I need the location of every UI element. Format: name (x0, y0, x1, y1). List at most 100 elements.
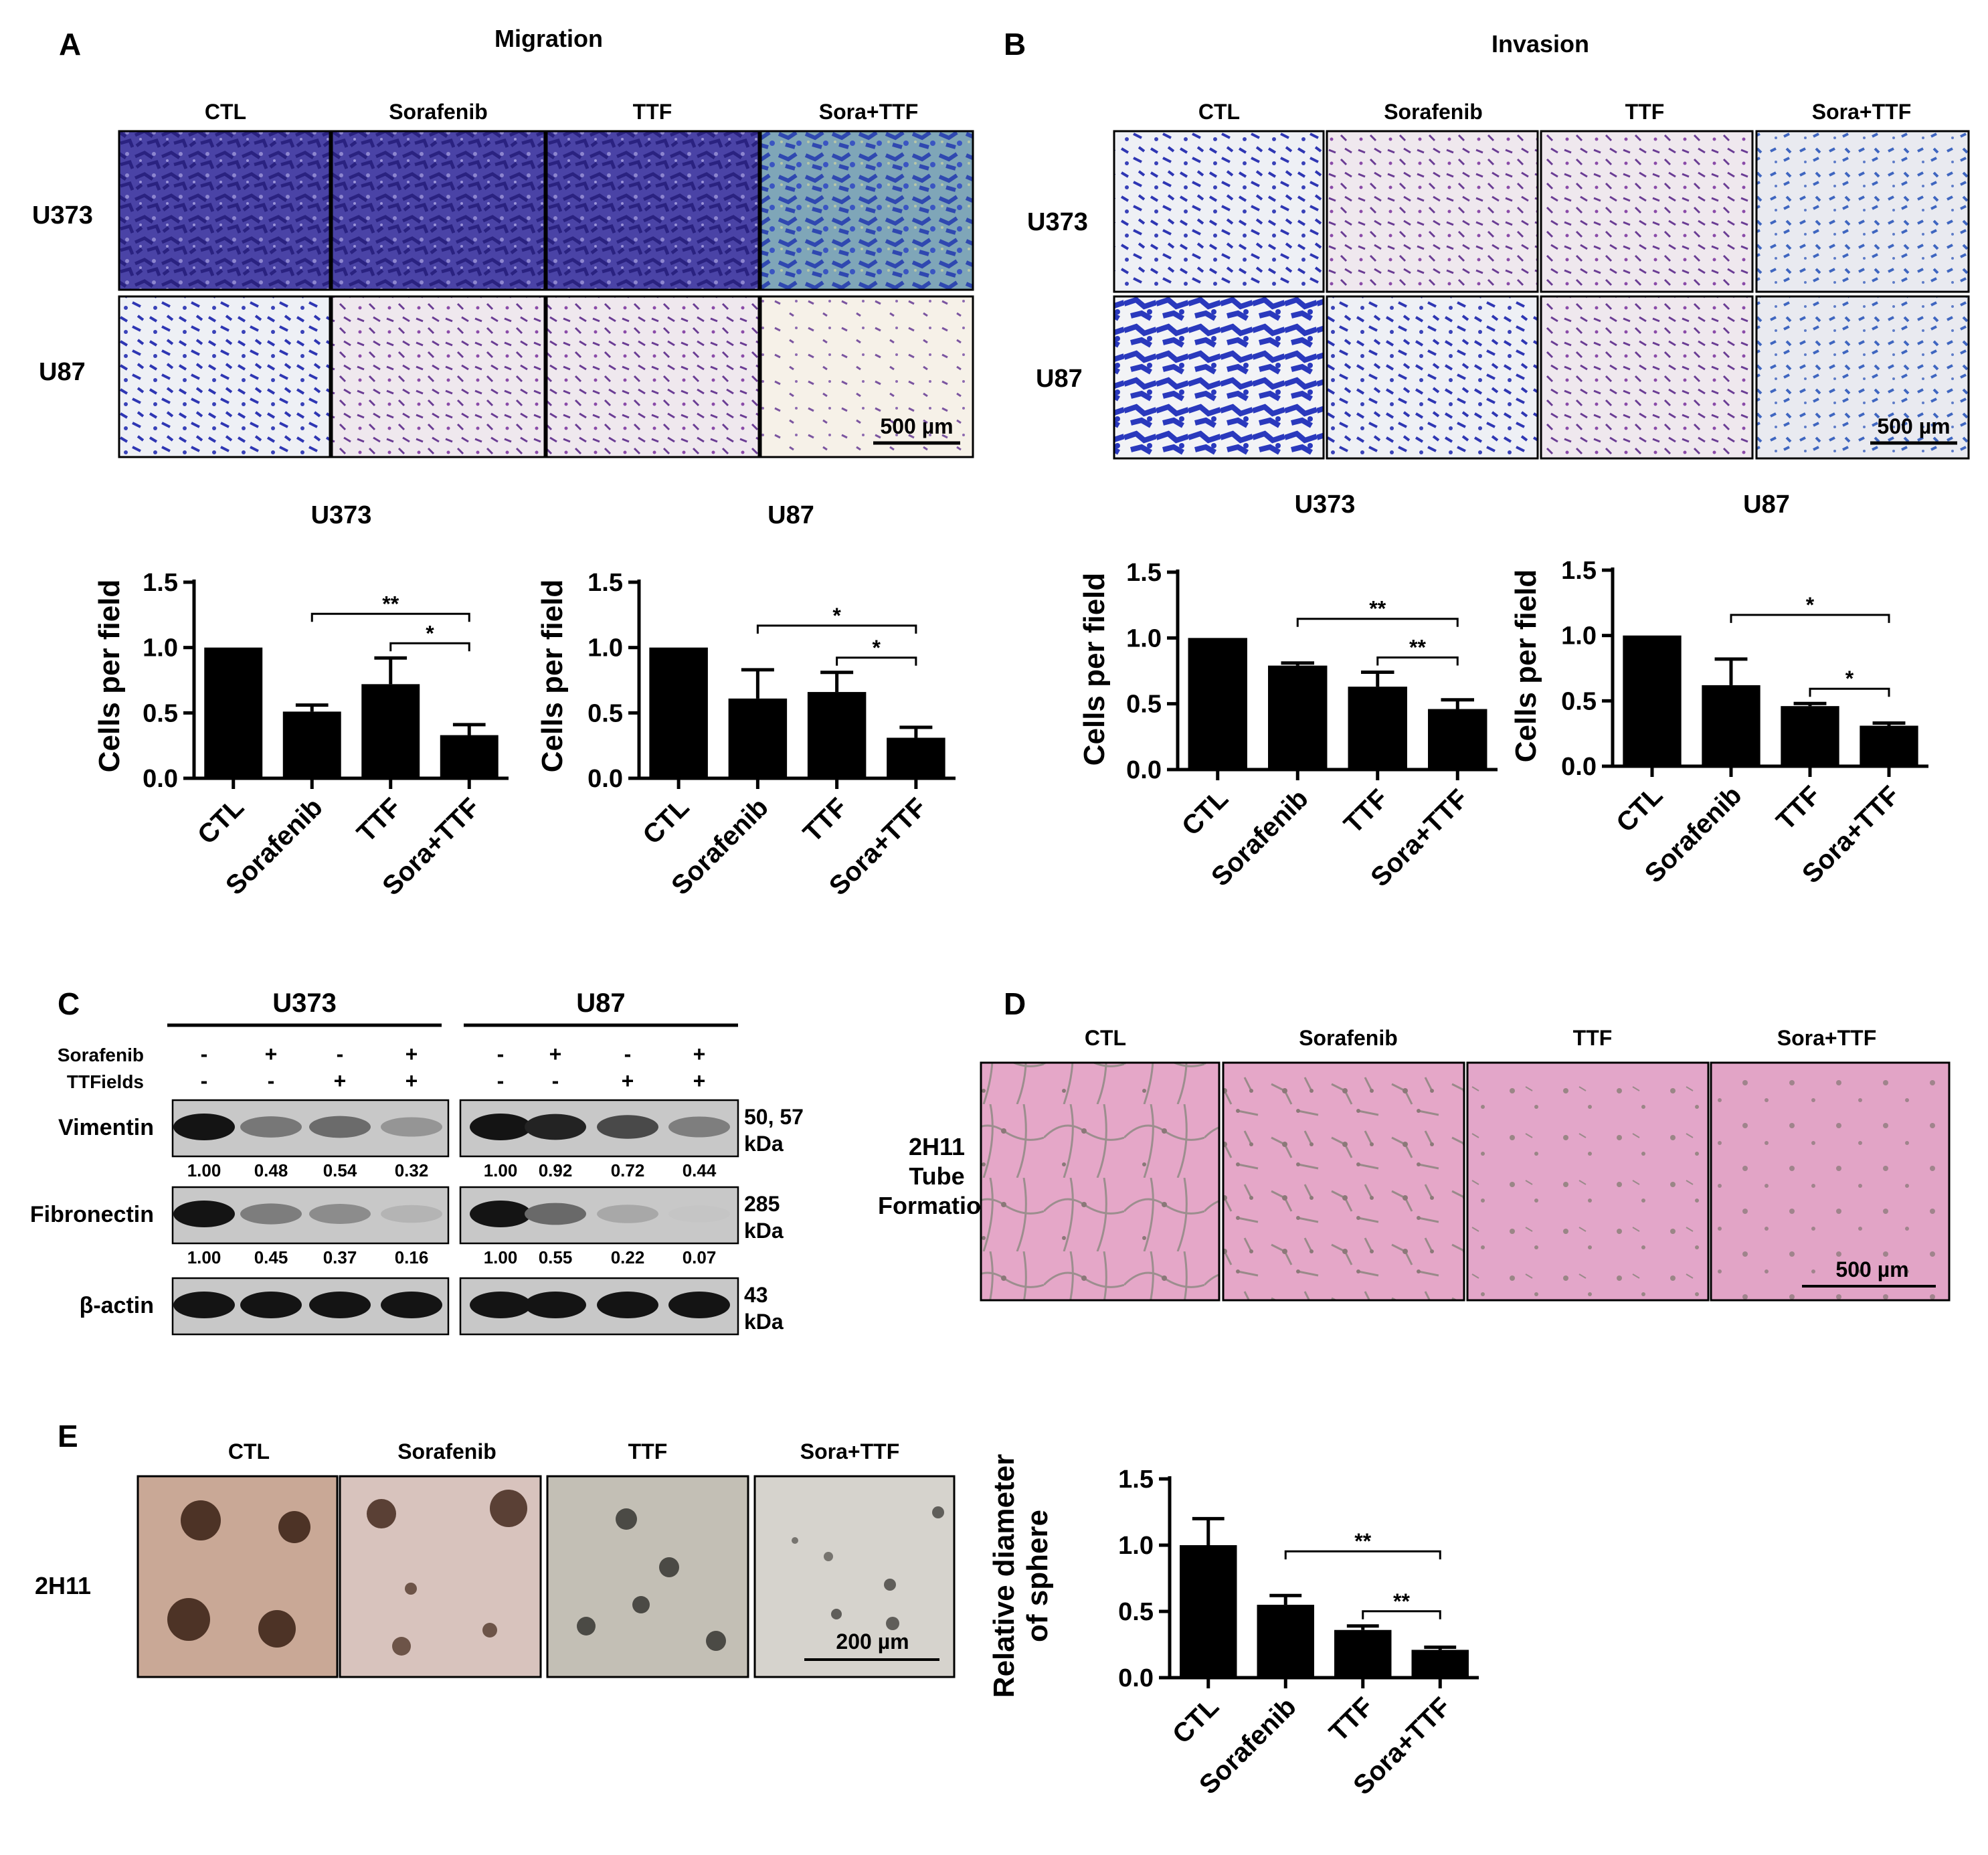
panel-b-col-ttf: TTF (1625, 100, 1665, 124)
micrograph-b-u87-ctl (1113, 295, 1325, 460)
y-tick-label: 1.0 (1118, 1532, 1154, 1560)
blot-band (597, 1115, 658, 1139)
band-quantification: 0.55 (539, 1247, 573, 1267)
treatment-sign: + (693, 1042, 706, 1066)
treatment-sign: - (201, 1069, 208, 1093)
blot-band (240, 1292, 302, 1318)
micrograph-a-u373-ttf (545, 130, 760, 291)
blot-label: Fibronectin (30, 1202, 154, 1227)
blot-band (668, 1205, 730, 1223)
bar-ctl (1180, 1545, 1237, 1678)
chart-title: U87 (1743, 491, 1790, 519)
blot-band (381, 1205, 442, 1223)
panel-a-col-sora-ttf: Sora+TTF (819, 100, 918, 124)
bar-ttf (1348, 687, 1407, 770)
bar-sora-ttf (887, 737, 945, 778)
blot-group-u373: U373 (272, 988, 337, 1018)
significance-bracket (1730, 614, 1890, 623)
y-tick-label: 1.5 (1126, 559, 1162, 587)
y-tick-label: 0.5 (588, 699, 623, 727)
chart-title: U87 (767, 501, 814, 529)
treatment-sign: - (497, 1042, 505, 1066)
significance-bracket (1362, 1610, 1441, 1619)
band-quantification: 0.37 (323, 1247, 357, 1267)
blot-band (597, 1292, 658, 1318)
panel-a-col-ctl: CTL (205, 100, 246, 124)
panel-d-letter: D (1004, 986, 1026, 1021)
panel-a-letter: A (59, 27, 81, 62)
significance-bracket (836, 656, 917, 666)
y-axis-label: Cells per field (1078, 573, 1111, 766)
micrograph-b-u87-sorafenib (1326, 295, 1539, 460)
bar-ctl (1623, 635, 1682, 766)
band-quantification: 0.32 (395, 1160, 429, 1180)
treatment-sign: + (549, 1042, 562, 1066)
bar-sorafenib (1702, 685, 1760, 766)
chart-e: Relative diameter of sphere 0.0 0.5 1.0 1.5 CT… (988, 1454, 1479, 1801)
y-tick-label: 1.5 (1561, 557, 1597, 585)
micrograph-b-u373-ttf (1540, 130, 1754, 293)
blot-band (470, 1201, 531, 1227)
panel-d-row-label-line3: Formation (878, 1192, 996, 1219)
y-tick-label: 1.5 (588, 569, 623, 597)
panel-e-col-ctl: CTL (228, 1439, 270, 1464)
band-quantification: 0.16 (395, 1247, 429, 1267)
significance-label: * (1806, 593, 1815, 617)
significance-label: ** (1369, 597, 1386, 621)
blot-band (668, 1116, 730, 1138)
y-tick-label: 0.5 (143, 699, 178, 727)
bar-sora-ttf (1411, 1650, 1469, 1678)
y-tick-label: 1.0 (143, 634, 178, 662)
blot-band (309, 1116, 371, 1138)
panel-e-col-sorafenib: Sorafenib (397, 1439, 496, 1464)
blot-band (381, 1292, 442, 1318)
blot-band (525, 1292, 586, 1318)
significance-label: ** (1409, 635, 1426, 659)
panel-d-col-sora-ttf: Sora+TTF (1777, 1026, 1876, 1050)
band-quantification: 0.22 (611, 1247, 645, 1267)
x-tick-label: TTF (1324, 1692, 1379, 1747)
y-tick-label: 1.5 (1118, 1466, 1154, 1494)
panel-b-col-sorafenib: Sorafenib (1384, 100, 1483, 124)
micrograph-b-u373-ctl (1113, 130, 1325, 293)
panel-d-scale-label: 500 µm (1835, 1257, 1908, 1282)
band-quantification: 0.45 (254, 1247, 288, 1267)
blot-band (470, 1114, 531, 1140)
molecular-weight-unit: kDa (744, 1310, 784, 1334)
tube-image-ttf (1466, 1061, 1710, 1302)
panel-b-col-sora-ttf: Sora+TTF (1812, 100, 1911, 124)
tube-image-ctl (980, 1061, 1221, 1302)
y-tick-label: 0.0 (1561, 753, 1597, 781)
bar-sora-ttf (440, 735, 499, 778)
sphere-image-ttf (546, 1475, 749, 1678)
blot-band (173, 1201, 235, 1227)
bar-ctl (1188, 638, 1247, 770)
micrograph-a-u87-ttf (545, 295, 760, 458)
sphere-image-ctl (137, 1475, 339, 1678)
blot-band (597, 1205, 658, 1223)
significance-label: * (1845, 667, 1854, 691)
blot-band (309, 1204, 371, 1224)
treatment-sign: - (497, 1069, 505, 1093)
panel-d-col-ctl: CTL (1085, 1026, 1126, 1050)
treatment-label: TTFields (67, 1071, 144, 1092)
micrograph-b-u87-ttf (1540, 295, 1754, 460)
panel-e-col-ttf: TTF (628, 1439, 668, 1464)
molecular-weight: 43 (744, 1283, 768, 1307)
y-tick-label: 0.0 (588, 765, 623, 793)
significance-label: * (426, 621, 434, 645)
treatment-sign: - (624, 1042, 632, 1066)
chart-title: U373 (311, 501, 372, 529)
bar-sora-ttf (1428, 709, 1487, 770)
tube-image-sora-ttf (1710, 1061, 1951, 1302)
panel-b-title: Invasion (1492, 30, 1589, 58)
treatment-sign: - (268, 1069, 275, 1093)
x-tick-label: TTF (1338, 784, 1394, 839)
blot-label: Vimentin (58, 1115, 154, 1140)
treatment-sign: + (265, 1042, 278, 1066)
y-tick-label: 1.0 (588, 634, 623, 662)
x-tick-label: TTF (798, 792, 853, 848)
sphere-image-sora-ttf (753, 1475, 956, 1678)
panel-b-row-u373: U373 (1027, 208, 1088, 236)
